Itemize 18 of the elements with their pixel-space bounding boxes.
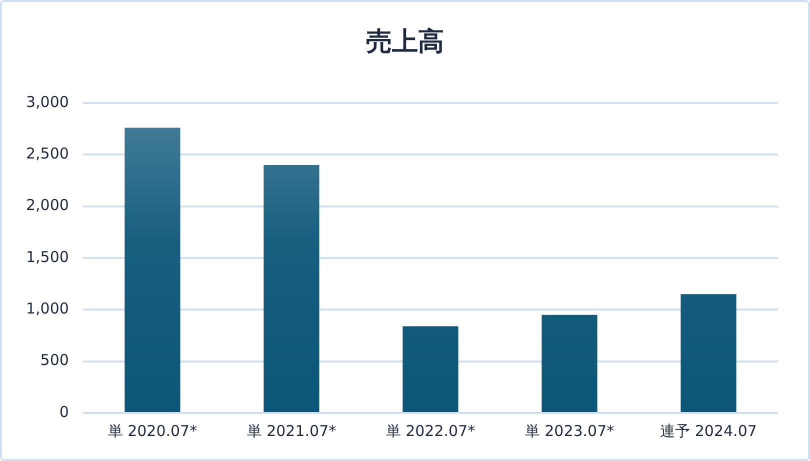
bar: [680, 294, 736, 412]
y-tick-label: 1,000: [26, 300, 69, 318]
y-tick-label: 3,000: [26, 92, 69, 111]
y-tick-label: 1,500: [26, 248, 69, 266]
x-tick-label: 単 2020.07*: [108, 422, 198, 440]
chart-title: 売上高: [365, 26, 445, 59]
x-tick-label: 単 2022.07*: [386, 422, 476, 440]
x-tick-label: 連予 2024.07: [660, 422, 757, 440]
y-tick-label: 0: [59, 402, 69, 421]
y-tick-label: 2,000: [26, 196, 69, 214]
bar: [124, 128, 180, 412]
y-tick-label: 500: [40, 351, 69, 370]
bar: [264, 165, 320, 412]
x-tick-label: 単 2021.07*: [246, 422, 337, 440]
y-tick-label: 2,500: [26, 144, 69, 163]
bar: [542, 314, 598, 412]
bar: [402, 326, 458, 412]
x-tick-label: 単 2023.07*: [524, 422, 615, 440]
